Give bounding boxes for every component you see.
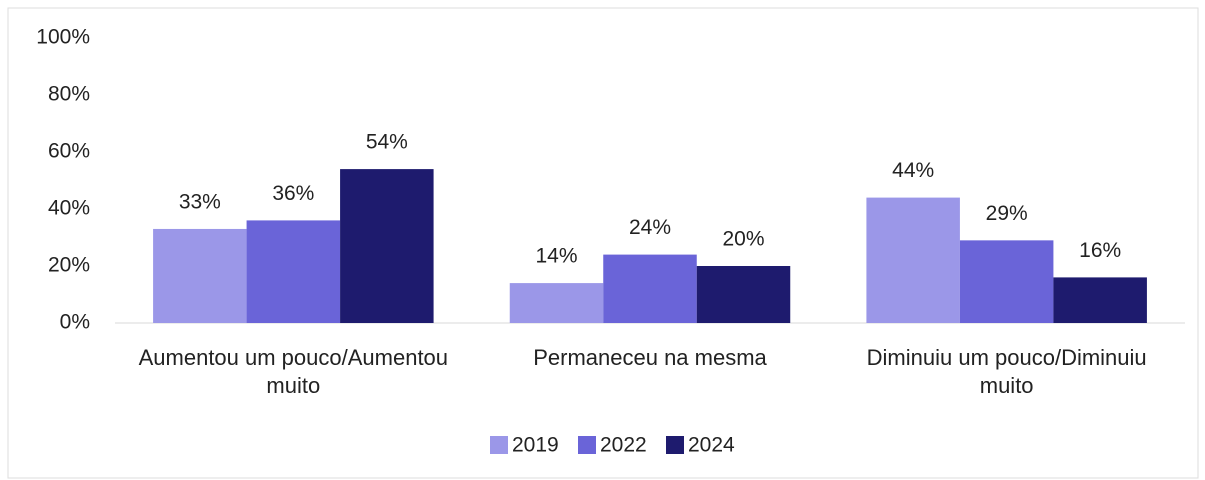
bar [696, 266, 791, 323]
legend-label: 2022 [600, 434, 647, 457]
bar [959, 240, 1054, 323]
y-tick-label: 60% [48, 140, 90, 163]
bar [246, 220, 341, 323]
y-tick-label: 100% [36, 26, 90, 49]
bar [340, 169, 434, 323]
data-label: 24% [629, 216, 671, 239]
x-tick-label: Diminuiu um pouco/Diminuiu muito [866, 345, 1147, 398]
data-label: 36% [272, 182, 314, 205]
data-label: 44% [892, 159, 934, 182]
data-label: 16% [1079, 239, 1121, 262]
data-label: 14% [535, 245, 577, 268]
data-label: 20% [722, 228, 764, 251]
bar [1053, 277, 1147, 323]
data-label: 29% [986, 202, 1028, 225]
legend-swatch [578, 436, 596, 454]
legend-label: 2024 [688, 434, 735, 457]
bar [509, 283, 604, 323]
legend-label: 2019 [512, 434, 559, 457]
bar [153, 228, 247, 323]
y-tick-label: 0% [60, 311, 90, 334]
bar [603, 254, 697, 323]
y-tick-label: 80% [48, 83, 90, 106]
x-tick-label: Aumentou um pouco/Aumentou muito [138, 345, 449, 398]
bar [866, 197, 960, 323]
legend-swatch [490, 436, 508, 454]
y-tick-label: 20% [48, 254, 90, 277]
y-tick-label: 40% [48, 197, 90, 220]
chart-border [7, 7, 1199, 479]
x-tick-label: Permaneceu na mesma [533, 345, 767, 370]
legend-swatch [666, 436, 684, 454]
data-label: 33% [179, 190, 221, 213]
data-label: 54% [366, 131, 408, 154]
